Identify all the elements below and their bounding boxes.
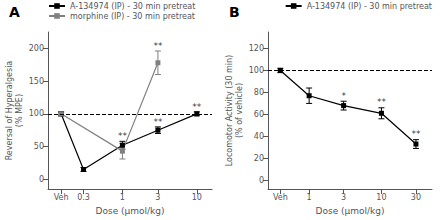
svg-text:Veh: Veh [54, 193, 69, 202]
svg-text:*: * [341, 91, 346, 101]
svg-text:Dose (μmol/kg): Dose (μmol/kg) [315, 206, 384, 216]
svg-text:120: 120 [249, 44, 264, 53]
svg-text:20: 20 [254, 154, 264, 163]
svg-text:200: 200 [29, 44, 44, 53]
svg-text:Dose (μmol/kg): Dose (μmol/kg) [95, 206, 164, 216]
svg-text:A-134974 (IP) - 30 min pretrea: A-134974 (IP) - 30 min pretreat [307, 2, 432, 11]
svg-text:Reversal of Hyperalgesia: Reversal of Hyperalgesia [5, 61, 14, 161]
svg-text:Locomotor Activity (30 min): Locomotor Activity (30 min) [225, 55, 234, 167]
svg-text:B: B [229, 4, 240, 20]
svg-text:morphine (IP) - 30 min pretrea: morphine (IP) - 30 min pretreat [70, 12, 195, 21]
svg-text:50: 50 [34, 142, 44, 151]
svg-text:(% MPE): (% MPE) [15, 94, 24, 127]
svg-text:10: 10 [192, 193, 202, 202]
svg-text:80: 80 [254, 88, 264, 97]
svg-text:A: A [9, 4, 20, 20]
svg-text:**: ** [153, 117, 163, 127]
svg-text:**: ** [153, 41, 163, 51]
svg-text:**: ** [118, 131, 128, 141]
svg-text:30: 30 [411, 193, 421, 202]
svg-text:3: 3 [155, 193, 160, 202]
svg-text:Veh: Veh [273, 193, 288, 202]
svg-text:A-134974 (IP) - 30 min pretrea: A-134974 (IP) - 30 min pretreat [70, 2, 195, 11]
svg-text:**: ** [411, 129, 421, 139]
svg-text:(% of vehicle): (% of vehicle) [235, 83, 244, 138]
svg-text:0.3: 0.3 [77, 193, 90, 202]
svg-text:100: 100 [29, 109, 44, 118]
svg-text:60: 60 [254, 110, 264, 119]
svg-text:0: 0 [39, 175, 44, 184]
svg-text:1: 1 [120, 193, 125, 202]
svg-text:150: 150 [29, 77, 44, 86]
svg-text:3: 3 [341, 193, 346, 202]
svg-text:**: ** [377, 97, 387, 107]
svg-text:0: 0 [259, 176, 264, 185]
svg-text:**: ** [192, 102, 202, 112]
svg-text:1: 1 [307, 193, 312, 202]
svg-text:10: 10 [376, 193, 386, 202]
svg-text:40: 40 [254, 132, 264, 141]
svg-text:100: 100 [249, 66, 264, 75]
